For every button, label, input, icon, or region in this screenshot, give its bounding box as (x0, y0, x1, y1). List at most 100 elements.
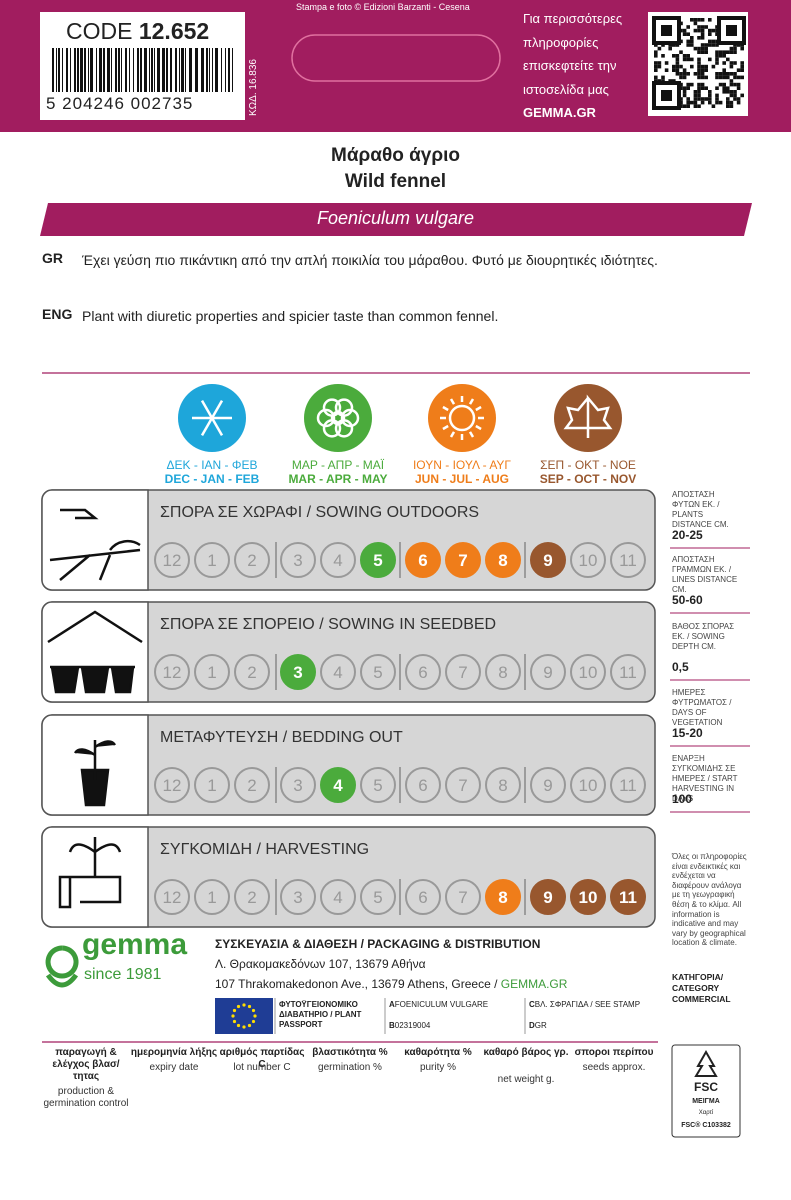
month-label: 12 (163, 776, 182, 795)
bar (181, 48, 184, 92)
month-circle (154, 879, 190, 915)
bar (225, 48, 226, 92)
month-circle (610, 767, 646, 803)
table-head: καθαρό βάρος γρ. (483, 1047, 569, 1058)
flake-arm (200, 417, 214, 436)
qr-cell (715, 50, 719, 54)
bar (189, 48, 192, 92)
ray (442, 424, 449, 431)
passport-text: GR (534, 1021, 547, 1030)
table-sub: production & germination control (43, 1086, 129, 1109)
table-head: αριθμός παρτίδας C (219, 1047, 305, 1070)
star (236, 1023, 241, 1028)
qr-cell (682, 86, 687, 90)
qr-cell (700, 46, 705, 51)
bar (107, 48, 110, 92)
qr-cell (686, 86, 690, 90)
month-circle (445, 767, 481, 803)
qr-cell (672, 64, 676, 69)
qr-cell (708, 90, 712, 94)
bar (115, 48, 117, 92)
fsc-box (671, 1044, 741, 1138)
bar (154, 48, 155, 92)
ray (475, 424, 482, 431)
month-label: 8 (498, 888, 507, 907)
gemma-mark (45, 945, 79, 988)
qr-cell (729, 82, 734, 87)
passport-key: B (389, 1021, 395, 1030)
qr-cell (722, 82, 726, 87)
star (247, 1004, 252, 1009)
month-label: 7 (458, 776, 467, 795)
bar (62, 48, 63, 92)
month-label: 9 (543, 888, 552, 907)
qr-cell (700, 97, 705, 101)
pots (50, 665, 135, 694)
month-label: 10 (579, 663, 598, 682)
qr-cell (700, 25, 705, 29)
qr-cell (700, 64, 705, 69)
month-label: 10 (579, 888, 598, 907)
qr-cell (733, 90, 737, 94)
sidebar-label: ΕΝΑΡΞΗ ΣΥΓΚΟΜΙΔΗΣ ΣΕ ΗΜΕΡΕΣ / START HARV… (672, 754, 738, 803)
bar (66, 48, 68, 92)
qr-cell (729, 72, 734, 76)
month-circle (280, 542, 316, 578)
sidebar-label: ΒΑΘΟΣ ΣΠΟΡΑΣ ΕΚ. / SOWING DEPTH CM. (672, 622, 735, 651)
month-circle (405, 879, 441, 915)
star (247, 1023, 252, 1028)
qr-cell (729, 100, 734, 105)
bar (144, 48, 147, 92)
qr-cell (686, 25, 690, 29)
month-circle (485, 879, 521, 915)
passport-text: 02319004 (394, 1021, 431, 1030)
month-label: 2 (247, 551, 256, 570)
qr-cell (726, 57, 730, 62)
qr-cell (729, 64, 734, 69)
month-circle (485, 542, 521, 578)
qr-cell (711, 64, 716, 69)
season-en: SEP - OCT - NOV (539, 472, 637, 486)
month-label: 4 (333, 663, 342, 682)
qr-cell (708, 93, 712, 98)
month-label: 6 (418, 888, 427, 907)
qr-cell (690, 100, 694, 105)
qr-cell (700, 18, 705, 22)
lang-label: ENG (42, 306, 73, 322)
qr-cell (661, 54, 665, 58)
qr-finder-core (661, 25, 672, 36)
qr-cell (657, 61, 662, 65)
qr-cell (686, 32, 690, 36)
table-sub: expiry date (149, 1062, 199, 1073)
activity-pictogram (73, 740, 117, 807)
star (251, 1008, 256, 1013)
month-label: 5 (373, 663, 382, 682)
qr-cell (729, 79, 734, 83)
qr-cell (733, 82, 737, 87)
month-label: 11 (619, 551, 637, 570)
sidebar-label: ΑΠΟΣΤΑΣΗ ΦΥΤΩΝ ΕΚ. / PLANTS DISTANCE CM. (672, 490, 729, 529)
passport-text: FOENICULUM VULGARE (394, 1000, 489, 1009)
month-label: 8 (498, 551, 507, 570)
title-latin: Foeniculum vulgare (316, 208, 475, 228)
qr-cell (704, 86, 708, 90)
qr-cell (675, 54, 680, 58)
qr-cell (733, 72, 737, 76)
month-label: 3 (293, 551, 302, 570)
qr-cell (672, 68, 676, 72)
month-circle (234, 767, 270, 803)
bar (70, 48, 71, 92)
qr-cell (722, 61, 726, 65)
bar (125, 48, 127, 92)
qr-cell (715, 86, 719, 90)
bar (88, 48, 89, 92)
title-greek: Μάραθο άγριο (331, 145, 460, 166)
month-circle (320, 767, 356, 803)
qr-cell (718, 54, 723, 58)
qr-cell (690, 18, 694, 22)
qr-cell (679, 75, 683, 80)
code: CODE 12.652 (66, 18, 209, 45)
season-icon (428, 384, 496, 452)
bar (206, 48, 208, 92)
qr-cell (675, 68, 680, 72)
